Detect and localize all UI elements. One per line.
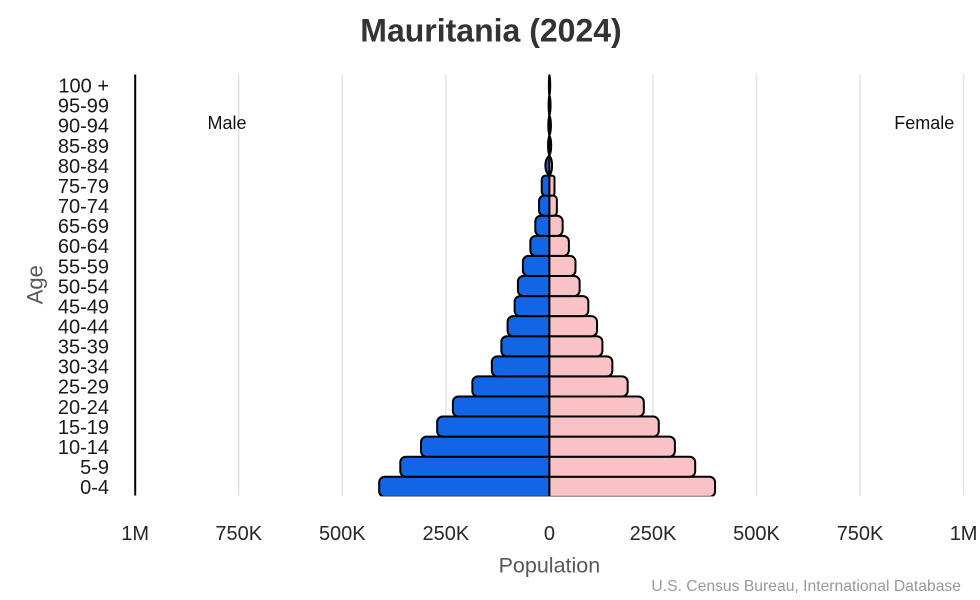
svg-text:80-84: 80-84 [58, 156, 109, 178]
svg-text:40-44: 40-44 [58, 317, 109, 339]
svg-text:750K: 750K [837, 523, 884, 545]
svg-text:500K: 500K [319, 523, 366, 545]
svg-text:90-94: 90-94 [58, 116, 109, 138]
svg-text:95-99: 95-99 [58, 96, 109, 118]
svg-text:75-79: 75-79 [58, 176, 109, 198]
svg-text:1M: 1M [121, 523, 149, 545]
svg-text:0-4: 0-4 [80, 477, 109, 499]
svg-text:750K: 750K [215, 523, 262, 545]
svg-text:250K: 250K [422, 523, 469, 545]
svg-text:Female: Female [894, 113, 954, 133]
svg-text:Mauritania (2024): Mauritania (2024) [360, 12, 621, 48]
svg-text:30-34: 30-34 [58, 357, 109, 379]
svg-text:1M: 1M [950, 523, 978, 545]
svg-text:0: 0 [544, 523, 555, 545]
svg-text:15-19: 15-19 [58, 417, 109, 439]
svg-text:70-74: 70-74 [58, 196, 109, 218]
svg-text:20-24: 20-24 [58, 397, 109, 419]
svg-text:100 +: 100 + [58, 76, 109, 98]
svg-text:10-14: 10-14 [58, 437, 109, 459]
svg-text:U.S. Census Bureau, Internatio: U.S. Census Bureau, International Databa… [651, 578, 961, 595]
svg-text:Male: Male [207, 113, 246, 133]
svg-text:50-54: 50-54 [58, 276, 109, 298]
svg-text:5-9: 5-9 [80, 457, 109, 479]
svg-text:60-64: 60-64 [58, 236, 109, 258]
svg-text:35-39: 35-39 [58, 337, 109, 359]
svg-text:65-69: 65-69 [58, 216, 109, 238]
svg-text:500K: 500K [733, 523, 780, 545]
svg-text:45-49: 45-49 [58, 296, 109, 318]
svg-text:25-29: 25-29 [58, 377, 109, 399]
svg-text:85-89: 85-89 [58, 136, 109, 158]
svg-text:250K: 250K [630, 523, 677, 545]
svg-text:Age: Age [23, 265, 48, 304]
svg-text:Population: Population [499, 554, 601, 578]
svg-text:55-59: 55-59 [58, 256, 109, 278]
